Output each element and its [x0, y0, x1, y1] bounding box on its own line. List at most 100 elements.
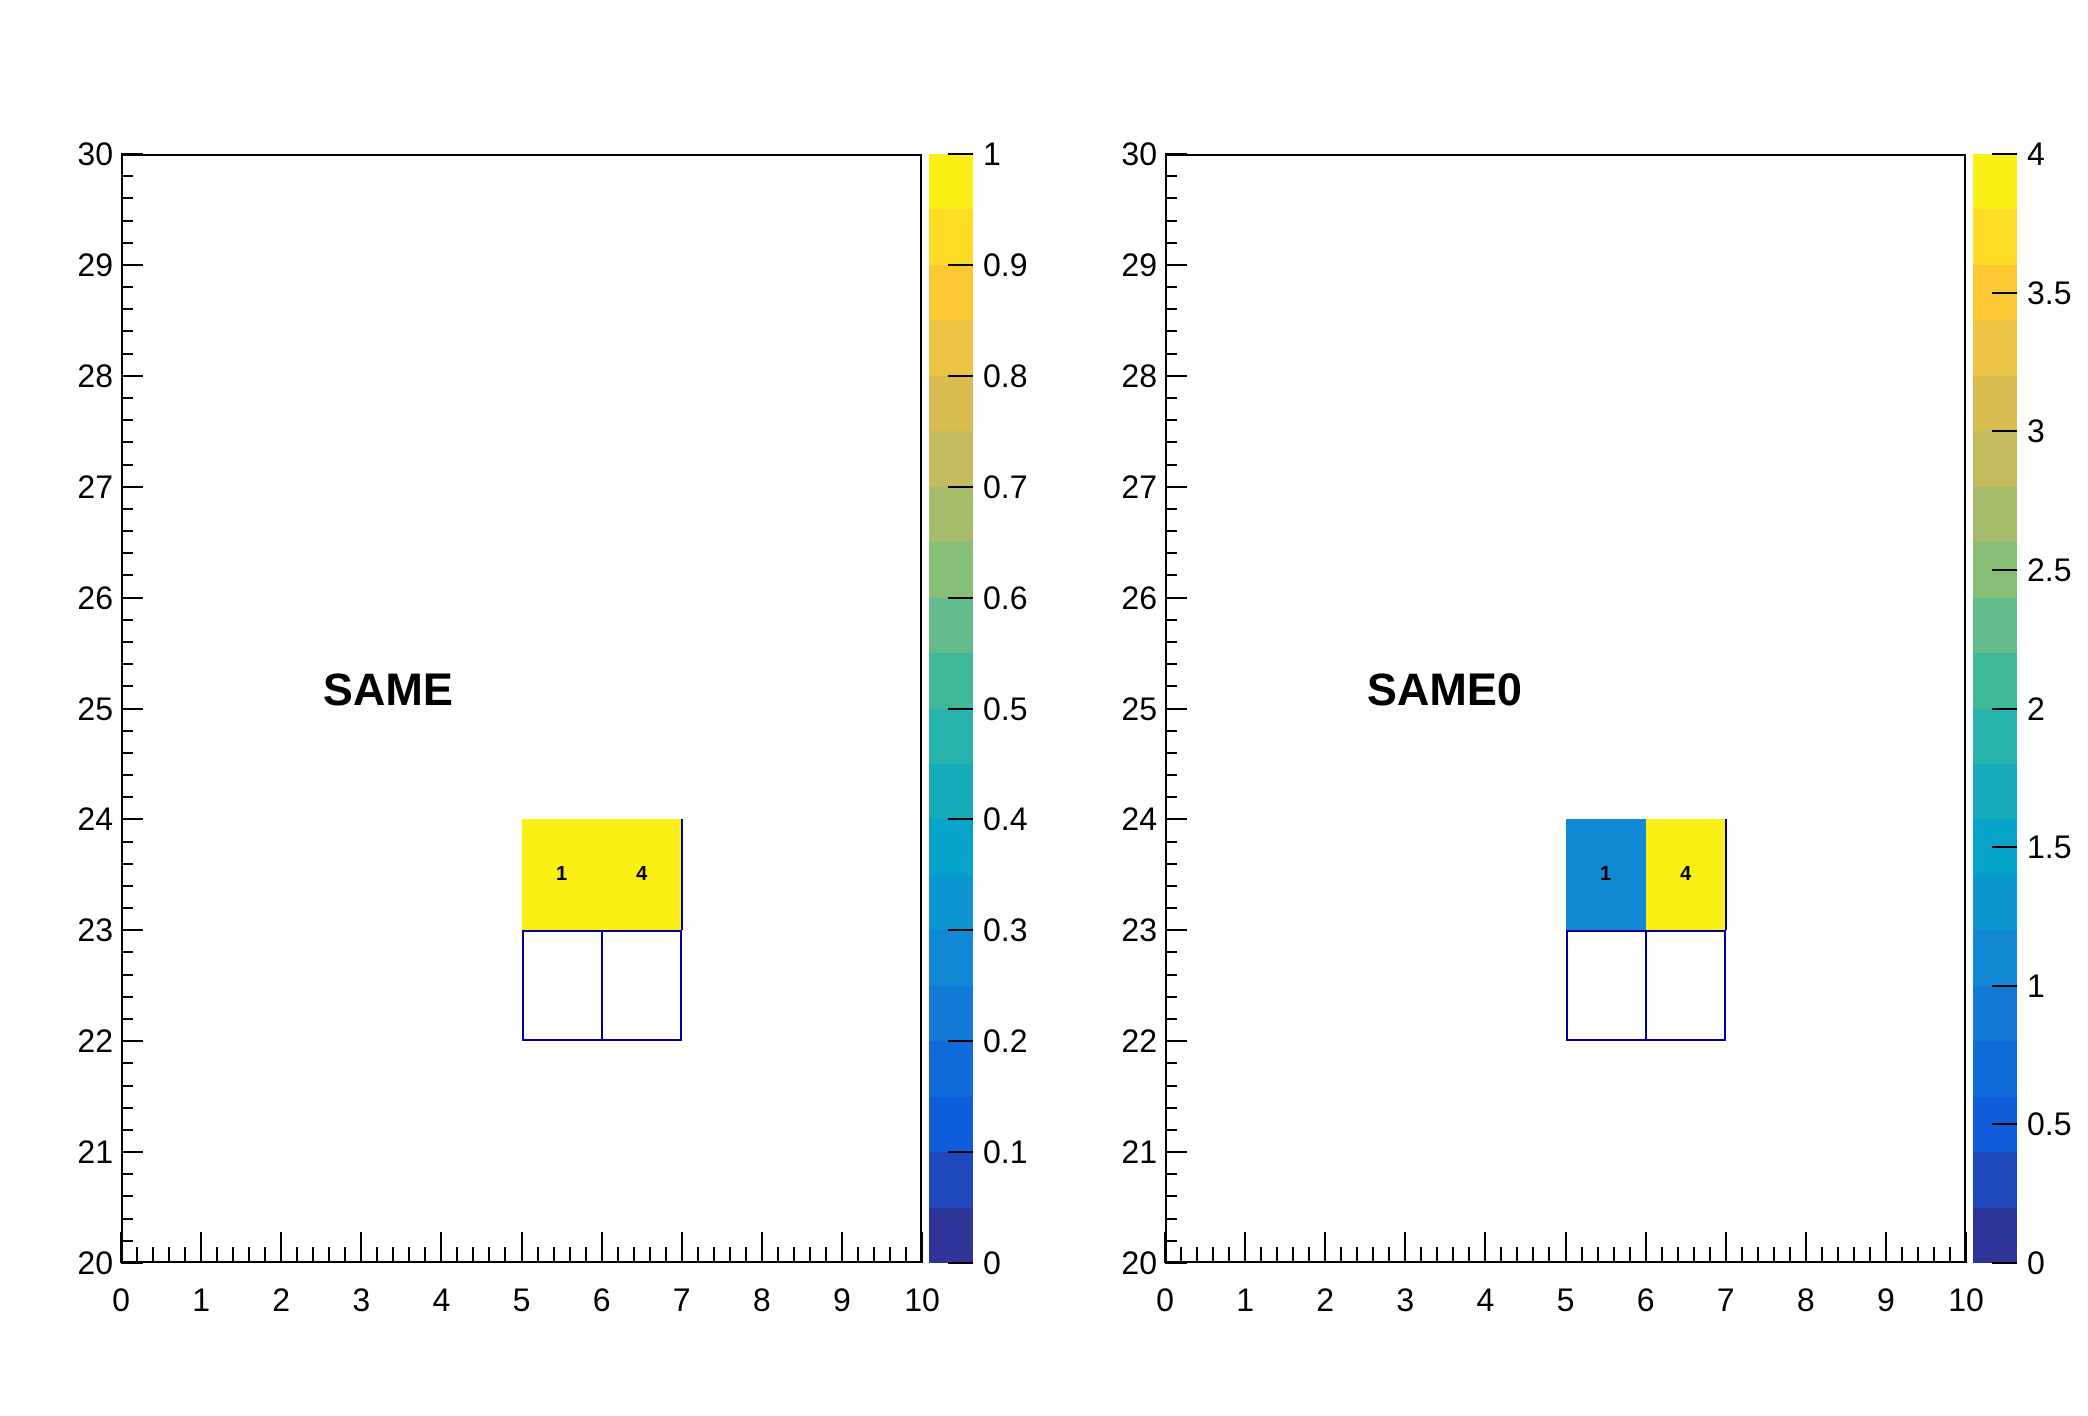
y-axis-minor-tick: [1165, 330, 1177, 333]
x-axis-minor-tick: [1596, 1247, 1599, 1263]
y-axis-tick-label: 27: [77, 468, 113, 505]
plot-frame: [121, 154, 922, 1263]
x-axis-minor-tick: [536, 1247, 539, 1263]
colorbar-segment: [1973, 930, 2017, 986]
y-axis-major-tick: [1165, 707, 1187, 710]
x-axis-minor-tick: [1196, 1247, 1199, 1263]
y-axis-minor-tick: [121, 463, 133, 466]
x-axis-minor-tick: [344, 1247, 347, 1263]
y-axis-minor-tick: [121, 907, 133, 910]
colorbar-segment: [929, 1041, 973, 1097]
x-axis-minor-tick: [584, 1247, 587, 1263]
x-axis-minor-tick: [1692, 1247, 1695, 1263]
y-axis-tick-label: 28: [77, 357, 113, 394]
y-axis-tick-label: 29: [77, 246, 113, 283]
y-axis-major-tick: [121, 1040, 143, 1043]
x-axis-minor-tick: [408, 1247, 411, 1263]
colorbar-segment: [1973, 875, 2017, 930]
colorbar-segment: [1973, 209, 2017, 265]
y-axis-minor-tick: [1165, 241, 1177, 244]
y-axis-minor-tick: [121, 1217, 133, 1220]
bin-edge-line: [680, 819, 683, 931]
x-axis-minor-tick: [1340, 1247, 1343, 1263]
x-axis-major-tick: [680, 1232, 683, 1263]
x-axis-tick-label: 8: [752, 1282, 771, 1318]
x-axis-tick-label: 0: [112, 1282, 130, 1318]
y-axis-minor-tick: [121, 840, 133, 843]
x-axis-minor-tick: [1788, 1247, 1791, 1263]
y-axis-major-tick: [1165, 1262, 1187, 1264]
y-axis-minor-tick: [121, 1106, 133, 1109]
colorbar-segment: [929, 431, 973, 487]
y-axis-minor-tick: [121, 995, 133, 998]
heatmap-cell: [601, 819, 682, 931]
colorbar-segment: [929, 209, 973, 265]
colorbar-segment: [1973, 1041, 2017, 1097]
x-axis-major-tick: [600, 1232, 603, 1263]
x-axis-tick-label: 0: [1156, 1282, 1174, 1318]
colorbar-segment: [1973, 320, 2017, 376]
x-axis-tick-label: 1: [1236, 1282, 1254, 1318]
y-axis-minor-tick: [121, 685, 133, 688]
x-axis-minor-tick: [1308, 1247, 1311, 1263]
colorbar-segment: [1973, 709, 2017, 764]
y-axis-tick-label: 21: [77, 1134, 113, 1171]
x-axis-minor-tick: [648, 1247, 651, 1263]
y-axis-tick-label: 23: [1121, 912, 1157, 949]
x-axis-minor-tick: [232, 1247, 235, 1263]
x-axis-minor-tick: [312, 1247, 315, 1263]
heatmap-cell: [521, 819, 602, 931]
y-axis-minor-tick: [1165, 685, 1177, 688]
colorbar-segment: [929, 154, 973, 209]
x-axis-minor-tick: [264, 1247, 267, 1263]
y-axis-tick-label: 24: [1121, 801, 1157, 838]
colorbar-segment: [929, 265, 973, 320]
y-axis-minor-tick: [1165, 286, 1177, 289]
colorbar-segment: [929, 709, 973, 764]
y-axis-major-tick: [1165, 929, 1187, 932]
colorbar-tick-label: 2: [2027, 690, 2045, 727]
y-axis-minor-tick: [1165, 1084, 1177, 1087]
x-axis-tick-label: 5: [512, 1282, 531, 1318]
x-axis-minor-tick: [1388, 1247, 1391, 1263]
x-axis-major-tick: [1724, 1232, 1727, 1263]
y-axis-major-tick: [121, 707, 143, 710]
x-axis-minor-tick: [872, 1247, 875, 1263]
y-axis-minor-tick: [1165, 751, 1177, 754]
y-axis-minor-tick: [121, 396, 133, 399]
y-axis-minor-tick: [1165, 219, 1177, 222]
x-axis-minor-tick: [168, 1247, 171, 1263]
y-axis-major-tick: [121, 1151, 143, 1154]
heatmap-cell: [1565, 819, 1646, 931]
y-axis-minor-tick: [121, 175, 133, 178]
x-axis-minor-tick: [456, 1247, 459, 1263]
x-axis-tick-label: 3: [352, 1282, 371, 1318]
y-axis-major-tick: [121, 596, 143, 599]
x-axis-minor-tick: [728, 1247, 731, 1263]
colorbar-tick: [1992, 846, 2017, 849]
y-axis-minor-tick: [121, 1018, 133, 1021]
colorbar-segment: [929, 875, 973, 930]
y-axis-major-tick: [121, 263, 143, 266]
y-axis-major-tick: [1165, 153, 1187, 155]
x-axis-minor-tick: [1676, 1247, 1679, 1263]
colorbar-tick-label: 0.3: [983, 912, 1028, 949]
x-axis-minor-tick: [1468, 1247, 1471, 1263]
colorbar-tick-label: 1: [2027, 967, 2045, 1004]
x-axis-minor-tick: [1756, 1247, 1759, 1263]
x-axis-major-tick: [120, 1232, 122, 1263]
y-axis-minor-tick: [121, 618, 133, 621]
y-axis-minor-tick: [1165, 995, 1177, 998]
x-axis-minor-tick: [504, 1247, 507, 1263]
colorbar-tick-label: 0.6: [983, 579, 1028, 616]
x-axis-minor-tick: [1900, 1247, 1903, 1263]
colorbar-tick-label: 0.9: [983, 246, 1028, 283]
y-axis-minor-tick: [1165, 907, 1177, 910]
x-axis-minor-tick: [1452, 1247, 1455, 1263]
x-axis-minor-tick: [1612, 1247, 1615, 1263]
x-axis-minor-tick: [1932, 1247, 1935, 1263]
colorbar-tick: [948, 1151, 973, 1154]
x-axis-minor-tick: [1628, 1247, 1631, 1263]
y-axis-minor-tick: [1165, 396, 1177, 399]
